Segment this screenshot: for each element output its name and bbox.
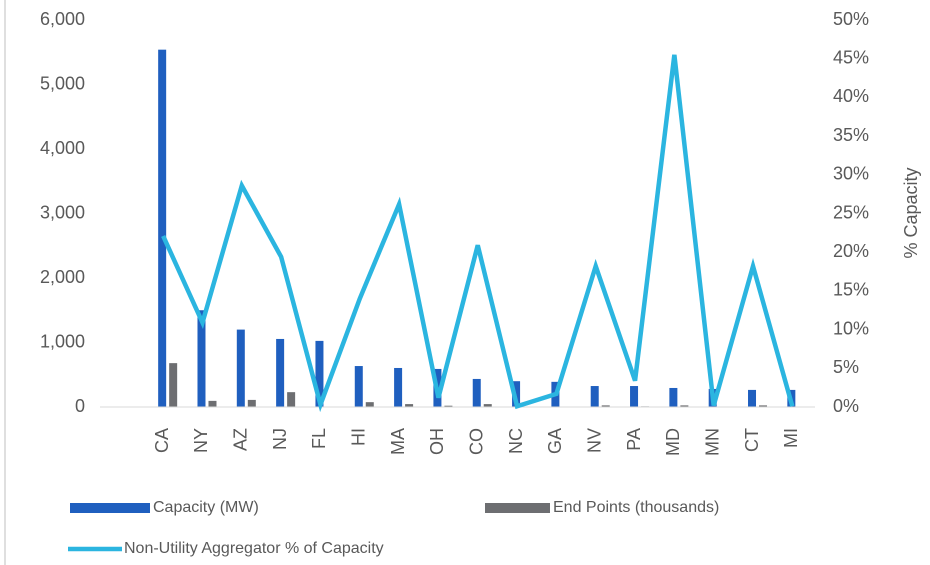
x-tick-label: MD <box>663 428 683 456</box>
y2-tick-label: 20% <box>833 241 869 261</box>
y2-tick-label: 5% <box>833 357 859 377</box>
x-tick-label: NV <box>584 428 604 453</box>
legend-swatch <box>70 503 150 513</box>
bar <box>158 49 167 408</box>
bar <box>405 404 414 407</box>
bar <box>472 378 481 407</box>
legend-label: Capacity (MW) <box>153 499 259 516</box>
bar <box>354 366 363 407</box>
bar <box>669 387 678 407</box>
bar <box>247 399 256 407</box>
bar <box>748 389 757 407</box>
bar <box>208 400 217 407</box>
x-tick-label: FL <box>309 428 329 449</box>
legend-swatch <box>485 503 550 513</box>
x-tick-label: MA <box>388 428 408 455</box>
bar <box>394 367 403 407</box>
y2-axis-label: % Capacity <box>901 167 921 258</box>
y-tick-label: 1,000 <box>40 331 85 351</box>
bar <box>483 404 492 407</box>
bar <box>601 405 610 407</box>
bar <box>680 405 689 407</box>
y-tick-label: 2,000 <box>40 267 85 287</box>
x-tick-label: CT <box>742 428 762 452</box>
bar <box>630 386 639 407</box>
legend-label: End Points (thousands) <box>553 499 719 516</box>
x-tick-label: CA <box>152 428 172 453</box>
y2-tick-label: 10% <box>833 318 869 338</box>
x-tick-label: MI <box>781 428 801 448</box>
y-tick-label: 6,000 <box>40 9 85 29</box>
legend-label: Non-Utility Aggregator % of Capacity <box>124 540 384 557</box>
bar <box>236 329 245 407</box>
bar <box>169 363 178 407</box>
y2-tick-label: 25% <box>833 202 869 222</box>
y-tick-label: 0 <box>75 396 85 416</box>
x-tick-label: NY <box>191 428 211 453</box>
y2-tick-label: 50% <box>833 9 869 29</box>
bar <box>197 310 206 407</box>
bar <box>276 338 285 407</box>
y2-tick-label: 30% <box>833 164 869 184</box>
x-tick-label: NC <box>506 428 526 454</box>
bar <box>444 405 453 407</box>
x-tick-label: NJ <box>270 428 290 450</box>
y2-tick-label: 35% <box>833 125 869 145</box>
y2-tick-label: 40% <box>833 86 869 106</box>
line-series <box>161 54 795 413</box>
bar <box>315 340 324 407</box>
bar <box>590 386 599 407</box>
y2-tick-label: 15% <box>833 280 869 300</box>
x-tick-label: OH <box>427 428 447 455</box>
x-tick-label: GA <box>545 428 565 454</box>
x-tick-label: CO <box>467 428 487 455</box>
bar <box>365 402 374 407</box>
y-tick-label: 5,000 <box>40 73 85 93</box>
bar <box>287 392 296 407</box>
y-tick-label: 3,000 <box>40 202 85 222</box>
x-tick-label: HI <box>349 428 369 446</box>
bar <box>759 405 768 407</box>
y2-tick-label: 45% <box>833 47 869 67</box>
y-tick-label: 4,000 <box>40 138 85 158</box>
x-tick-label: PA <box>624 428 644 451</box>
x-tick-label: AZ <box>231 428 251 451</box>
x-tick-label: MN <box>702 428 722 456</box>
y2-tick-label: 0% <box>833 396 859 416</box>
